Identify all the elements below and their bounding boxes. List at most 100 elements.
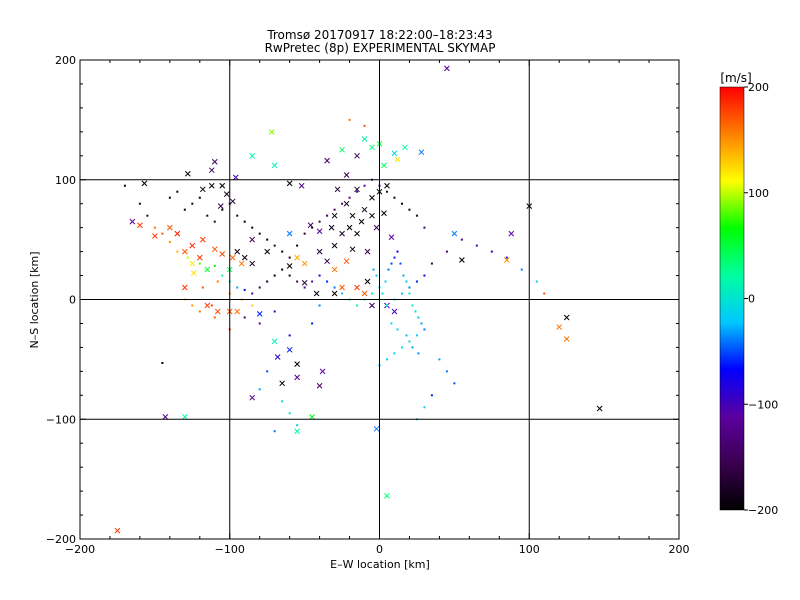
data-point-dot [243, 288, 246, 291]
data-point-x [373, 425, 380, 432]
data-point-x [324, 157, 330, 164]
data-point-x [241, 254, 248, 261]
data-point-dot [191, 304, 194, 307]
data-point-dot [243, 316, 246, 319]
data-point-x [141, 180, 148, 187]
data-point-x [331, 212, 338, 219]
x-tick-label: 100 [519, 543, 540, 556]
data-point-dot [288, 412, 291, 415]
data-point-x [211, 246, 218, 253]
data-point-x [354, 152, 360, 159]
data-point-x [364, 248, 371, 255]
data-point-dot [273, 244, 276, 247]
data-point-x [162, 414, 169, 420]
data-point-x [286, 346, 293, 353]
data-point-dot [176, 250, 179, 253]
data-point-dot [236, 214, 239, 217]
data-point-dot [146, 214, 149, 217]
data-point-dot [206, 214, 209, 217]
data-point-x [249, 236, 256, 243]
data-point-dot [423, 226, 426, 229]
data-point-x [418, 149, 425, 156]
data-point-dot [505, 256, 508, 259]
data-point-dot [400, 292, 403, 295]
data-point-dot [371, 292, 374, 295]
data-point-x [364, 278, 371, 285]
data-point-x [343, 258, 350, 265]
data-point-dot [198, 262, 201, 265]
data-point-dot [356, 304, 359, 307]
data-point-dot [372, 268, 375, 271]
data-point-x [129, 218, 136, 225]
data-point-dot [221, 274, 224, 277]
data-point-dot [348, 118, 351, 121]
data-point-dot [273, 310, 276, 313]
data-point-dot [375, 274, 378, 277]
data-point-x [199, 186, 206, 193]
data-point-x [294, 361, 300, 368]
data-point-dot [396, 328, 399, 331]
data-point-dot [363, 124, 366, 127]
data-point-dot [296, 424, 299, 427]
data-point-dot [266, 238, 269, 241]
data-point-x [223, 191, 230, 197]
data-point-x [331, 290, 338, 297]
data-point-x [503, 257, 510, 263]
data-point-x [369, 302, 375, 309]
y-axis-label: N–S location [km] [28, 251, 41, 348]
data-point-dot [414, 310, 417, 313]
data-point-dot [281, 250, 284, 253]
data-point-dot [273, 430, 276, 433]
data-point-x [343, 200, 350, 207]
data-point-dot [390, 322, 393, 325]
data-point-x [361, 206, 368, 213]
data-point-x [114, 527, 121, 534]
data-point-dot [417, 316, 420, 319]
data-point-dot [411, 304, 414, 307]
data-point-x [444, 65, 450, 72]
data-point-x [324, 258, 330, 265]
colorbar [719, 86, 745, 511]
data-point-x [249, 394, 256, 401]
data-point-dot [123, 184, 126, 187]
data-point-x [196, 254, 203, 261]
data-point-dot [213, 220, 216, 223]
data-point-dot [423, 274, 426, 277]
data-point-dot [423, 328, 426, 331]
data-point-x [346, 224, 353, 231]
data-point-x [354, 230, 360, 237]
data-point-x [204, 302, 211, 309]
data-point-dot [266, 280, 269, 283]
data-point-x [204, 266, 211, 273]
data-point-dot [318, 304, 321, 307]
data-point-x [369, 144, 375, 151]
data-point-dot [168, 196, 171, 199]
data-point-dot [176, 190, 179, 193]
data-point-x [274, 354, 281, 360]
data-point-dot [363, 184, 366, 187]
data-point-x [361, 136, 368, 142]
data-point-x [339, 284, 345, 291]
data-point-x [339, 230, 345, 237]
data-point-x [214, 308, 221, 315]
colorbar-ticks: 200 100 0 −100 −200 [744, 81, 778, 517]
data-point-x [294, 374, 300, 381]
data-point-x [349, 212, 356, 219]
data-point-x [271, 162, 278, 169]
data-point-x [384, 182, 390, 189]
data-point-dot [258, 286, 261, 289]
data-point-x [331, 242, 338, 249]
data-point-dot [198, 310, 201, 313]
y-tick-label: 100 [55, 174, 76, 187]
data-point-x [137, 222, 143, 229]
data-point-dot [400, 346, 403, 349]
colorbar-tick-label: 200 [748, 81, 769, 94]
data-point-dot [405, 280, 408, 283]
data-point-dot [326, 280, 329, 283]
data-point-x [596, 405, 603, 412]
data-point-x [354, 186, 360, 193]
data-point-dot [445, 250, 448, 253]
data-point-x [369, 194, 375, 201]
data-point-dot [430, 394, 433, 397]
data-point-dot [396, 250, 399, 253]
